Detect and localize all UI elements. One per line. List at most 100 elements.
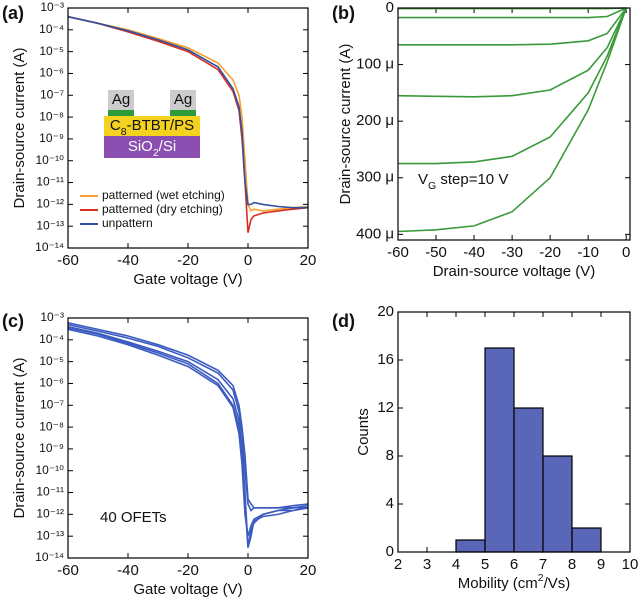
inset-substrate bbox=[104, 136, 200, 158]
x-tick-label: 20 bbox=[300, 252, 317, 269]
x-tick-label: -40 bbox=[463, 244, 485, 261]
y-tick-label: 10⁻¹² bbox=[36, 507, 64, 521]
histogram-bar bbox=[571, 527, 602, 553]
annotation: VG step=10 V bbox=[418, 171, 508, 192]
histogram-bar bbox=[484, 347, 515, 553]
panel-label: (d) bbox=[332, 311, 355, 331]
inset-label-part: /Si bbox=[159, 138, 177, 155]
x-tick-label: 0 bbox=[622, 244, 630, 261]
x-axis-label: Gate voltage (V) bbox=[133, 271, 242, 288]
y-axis-label: Drain-source current (A) bbox=[11, 48, 28, 209]
y-tick-label: 10⁻¹⁰ bbox=[36, 463, 65, 477]
y-tick-label: 200 μ bbox=[356, 112, 394, 129]
x-tick-label: -40 bbox=[117, 252, 139, 269]
y-tick-label: 10⁻¹⁴ bbox=[35, 240, 64, 254]
y-tick-label: 20 bbox=[377, 303, 394, 320]
series-line bbox=[397, 7, 627, 98]
x-tick-label: -40 bbox=[117, 562, 139, 579]
y-tick-label: 10⁻⁸ bbox=[39, 109, 64, 123]
x-tick-label: -60 bbox=[387, 244, 409, 261]
x-tick-label: 20 bbox=[300, 562, 317, 579]
y-tick-label: 8 bbox=[386, 447, 394, 464]
x-axis-label-part: Mobility (cm bbox=[458, 575, 538, 592]
y-tick-label: 10⁻⁸ bbox=[39, 419, 64, 433]
annotation-part: G bbox=[428, 180, 436, 192]
histogram-bar bbox=[513, 407, 544, 553]
legend-label: patterned (dry etching) bbox=[102, 202, 223, 216]
x-tick-label: -10 bbox=[577, 244, 599, 261]
series-line bbox=[67, 328, 309, 537]
x-tick-label: 0 bbox=[244, 252, 252, 269]
y-tick-label: 10⁻⁶ bbox=[39, 66, 64, 80]
series-line bbox=[67, 323, 308, 512]
y-tick-label: 10⁻⁷ bbox=[40, 87, 64, 101]
panel-label: (a) bbox=[2, 3, 24, 23]
y-tick-label: 10⁻¹³ bbox=[36, 218, 64, 232]
y-tick-label: 4 bbox=[386, 495, 394, 512]
y-tick-label: 16 bbox=[377, 351, 394, 368]
y-tick-label: 10⁻⁷ bbox=[40, 397, 64, 411]
inset-contact bbox=[108, 110, 134, 116]
x-tick-label: 9 bbox=[597, 556, 605, 573]
y-tick-label: 400 μ bbox=[356, 225, 394, 242]
inset-label-part: SiO bbox=[128, 138, 153, 155]
inset-label-part: C bbox=[110, 117, 121, 134]
y-tick-label: 10⁻¹³ bbox=[36, 528, 64, 542]
y-tick-label: 10⁻⁴ bbox=[39, 332, 64, 346]
histogram-bar bbox=[542, 455, 573, 553]
y-tick-label: 10⁻⁶ bbox=[39, 376, 64, 390]
x-tick-label: -60 bbox=[57, 252, 79, 269]
x-tick-label: 7 bbox=[539, 556, 547, 573]
legend-label: unpattern bbox=[102, 216, 153, 230]
y-tick-label: 10⁻¹⁰ bbox=[36, 153, 65, 167]
y-tick-label: 10⁻¹² bbox=[36, 197, 64, 211]
x-tick-label: -50 bbox=[425, 244, 447, 261]
y-tick-label: 10⁻¹⁴ bbox=[35, 550, 64, 564]
panel-label: (b) bbox=[332, 3, 355, 23]
x-tick-label: 6 bbox=[510, 556, 518, 573]
series-line bbox=[398, 7, 627, 165]
y-tick-label: 10⁻⁹ bbox=[39, 131, 64, 145]
y-tick-label: 300 μ bbox=[356, 169, 394, 186]
x-axis-label-part: 2 bbox=[538, 572, 544, 584]
y-axis-label: Counts bbox=[355, 408, 372, 456]
y-axis-label: Drain-source current (A) bbox=[11, 358, 28, 519]
y-tick-label: 12 bbox=[377, 399, 394, 416]
x-tick-label: 10 bbox=[622, 556, 639, 573]
legend-label: patterned (wet etching) bbox=[102, 188, 225, 202]
x-axis-label: Mobility (cm2/Vs) bbox=[458, 572, 571, 592]
annotation: 40 OFETs bbox=[100, 509, 167, 526]
y-tick-label: 10⁻³ bbox=[40, 0, 64, 14]
inset-electrode bbox=[108, 90, 134, 110]
inset-contact bbox=[170, 110, 196, 116]
inset-label-part: 8 bbox=[121, 126, 127, 138]
annotation-part: step=10 V bbox=[436, 171, 508, 188]
plot-frame bbox=[67, 317, 309, 559]
x-tick-label: -20 bbox=[539, 244, 561, 261]
x-tick-label: 0 bbox=[244, 562, 252, 579]
inset-label-part: 2 bbox=[153, 147, 159, 159]
plot-frame bbox=[397, 7, 631, 241]
x-tick-label: -20 bbox=[177, 252, 199, 269]
x-axis-label: Drain-source voltage (V) bbox=[433, 263, 596, 280]
y-tick-label: 100 μ bbox=[356, 56, 394, 73]
inset-label-part: -BTBT/PS bbox=[127, 117, 195, 134]
y-tick-label: 10⁻³ bbox=[40, 310, 64, 324]
y-tick-label: 10⁻⁵ bbox=[39, 354, 64, 368]
y-tick-label: 0 bbox=[386, 543, 394, 560]
panel-label: (c) bbox=[2, 311, 24, 331]
x-axis-label-part: /Vs) bbox=[544, 575, 571, 592]
x-axis-label: Gate voltage (V) bbox=[133, 581, 242, 598]
plot-frame bbox=[397, 311, 631, 553]
x-tick-label: 8 bbox=[568, 556, 576, 573]
inset-label: SiO2/Si bbox=[128, 138, 176, 159]
x-tick-label: 3 bbox=[423, 556, 431, 573]
series-line bbox=[397, 7, 627, 233]
inset-label: C8-BTBT/PS bbox=[110, 117, 194, 138]
annotation-part: V bbox=[418, 171, 428, 188]
inset-label: Ag bbox=[174, 91, 192, 108]
series-line bbox=[67, 15, 308, 209]
x-tick-label: 5 bbox=[481, 556, 489, 573]
